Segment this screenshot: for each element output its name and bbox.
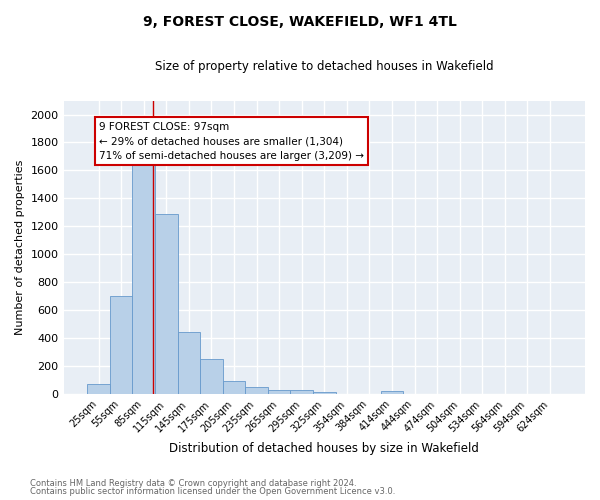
Bar <box>200 358 223 394</box>
Text: 9 FOREST CLOSE: 97sqm
← 29% of detached houses are smaller (1,304)
71% of semi-d: 9 FOREST CLOSE: 97sqm ← 29% of detached … <box>99 122 364 161</box>
Bar <box>223 380 245 394</box>
Bar <box>381 391 403 394</box>
Title: Size of property relative to detached houses in Wakefield: Size of property relative to detached ho… <box>155 60 494 73</box>
Bar <box>155 214 178 394</box>
X-axis label: Distribution of detached houses by size in Wakefield: Distribution of detached houses by size … <box>169 442 479 455</box>
Bar <box>290 390 313 394</box>
Bar <box>133 165 155 394</box>
Text: 9, FOREST CLOSE, WAKEFIELD, WF1 4TL: 9, FOREST CLOSE, WAKEFIELD, WF1 4TL <box>143 15 457 29</box>
Bar <box>268 390 290 394</box>
Bar <box>110 296 133 394</box>
Bar <box>245 386 268 394</box>
Y-axis label: Number of detached properties: Number of detached properties <box>15 160 25 335</box>
Bar <box>87 384 110 394</box>
Text: Contains public sector information licensed under the Open Government Licence v3: Contains public sector information licen… <box>30 487 395 496</box>
Bar <box>178 332 200 394</box>
Text: Contains HM Land Registry data © Crown copyright and database right 2024.: Contains HM Land Registry data © Crown c… <box>30 478 356 488</box>
Bar <box>313 392 335 394</box>
